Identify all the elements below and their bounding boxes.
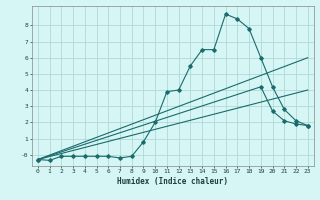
X-axis label: Humidex (Indice chaleur): Humidex (Indice chaleur) <box>117 177 228 186</box>
